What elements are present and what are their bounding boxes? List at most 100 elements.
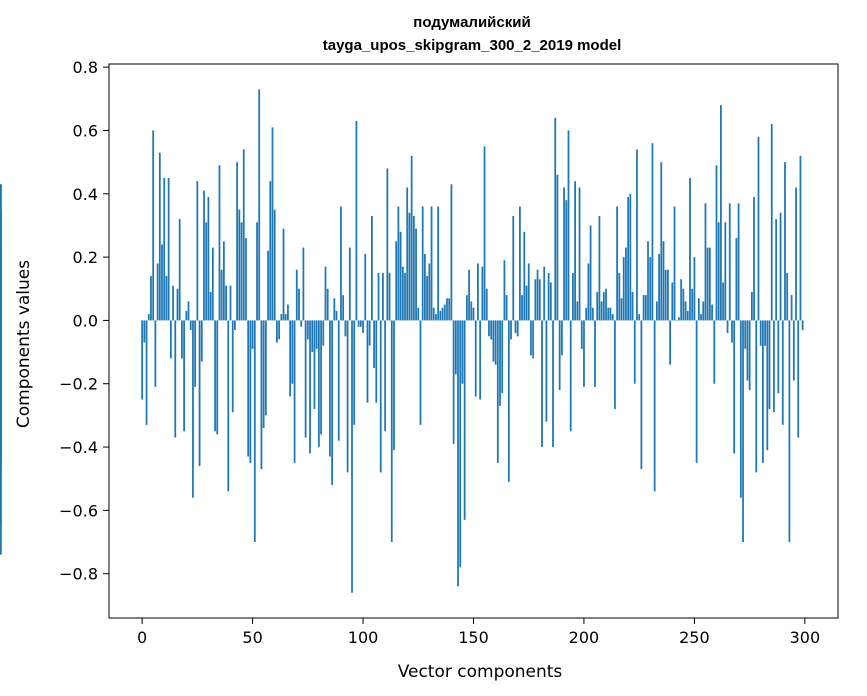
- bar-21: [187, 301, 190, 321]
- bar-41: [231, 320, 234, 413]
- bar-259: [713, 320, 716, 384]
- bar-207: [598, 215, 601, 321]
- bar-187: [554, 117, 557, 321]
- bar-296: [795, 187, 797, 321]
- bar-6: [154, 320, 157, 387]
- bar-197: [576, 301, 579, 321]
- bar-152: [477, 263, 479, 321]
- bar-225: [638, 314, 641, 321]
- bar-32: [211, 247, 214, 321]
- bar-78: [313, 320, 316, 410]
- bar-98: [357, 320, 360, 327]
- bar-29: [205, 222, 208, 321]
- y-tick-label: −0.2: [59, 375, 98, 394]
- bar-261: [717, 222, 720, 321]
- bar-40: [229, 285, 232, 321]
- bar-15: [174, 320, 177, 438]
- bar-91: [342, 295, 345, 321]
- bar-149: [470, 301, 473, 321]
- y-tick-label: 0.2: [73, 248, 98, 267]
- bar-45: [240, 222, 243, 321]
- bar-157: [488, 320, 490, 337]
- bar-37: [222, 241, 225, 321]
- bar-236: [662, 241, 665, 321]
- bar-143: [457, 320, 459, 587]
- y-tick-label: 0.8: [73, 58, 98, 77]
- bar-134: [437, 206, 440, 321]
- bar-146: [463, 320, 466, 520]
- bar-156: [485, 288, 488, 321]
- bar-168: [512, 215, 515, 321]
- bar-295: [792, 320, 795, 381]
- bar-102: [366, 320, 369, 403]
- bar-155: [483, 146, 486, 321]
- bar-219: [625, 247, 627, 321]
- bar-292: [786, 272, 789, 321]
- bar-179: [536, 269, 539, 321]
- bar-240: [671, 282, 674, 321]
- bar-233: [655, 301, 658, 321]
- bar-33: [214, 320, 216, 432]
- bar-126: [419, 320, 422, 425]
- bar-234: [658, 253, 660, 321]
- x-tick-label: 0: [137, 628, 147, 647]
- bar-260: [715, 165, 718, 321]
- bar-119: [404, 272, 406, 321]
- bar-109: [382, 272, 384, 321]
- y-axis-ticks: −0.8 −0.6 −0.4 −0.2 0.0 0.2 0.4 0.6 0.8: [59, 58, 109, 584]
- bar-192: [565, 200, 568, 321]
- bar-293: [788, 320, 791, 543]
- bar-24: [194, 320, 197, 387]
- chart-title-line1: подумалийский: [413, 14, 530, 31]
- bar-116: [397, 206, 400, 321]
- bar-72: [300, 320, 303, 327]
- bar-5: [152, 130, 155, 321]
- bar-196: [574, 181, 576, 321]
- bar-213: [611, 314, 614, 321]
- bar-209: [602, 291, 605, 321]
- bar-151: [474, 320, 477, 397]
- bar-undefined: [0, 320, 2, 527]
- bar-212: [609, 307, 612, 321]
- bar-215: [616, 206, 618, 321]
- bar-284: [768, 320, 771, 410]
- bar-undefined: [0, 184, 2, 321]
- bar-193: [567, 130, 570, 321]
- bar-237: [664, 269, 667, 321]
- bar-223: [633, 320, 636, 384]
- bar-57: [267, 250, 269, 321]
- bar-274: [746, 320, 749, 381]
- bar-161: [496, 320, 499, 463]
- bar-294: [790, 295, 793, 321]
- bar-169: [514, 320, 517, 334]
- bar-210: [605, 288, 607, 321]
- bar-199: [580, 320, 583, 349]
- bar-27: [200, 320, 203, 362]
- bar-88: [335, 310, 338, 321]
- bar-251: [695, 320, 698, 463]
- bar-281: [762, 320, 764, 463]
- bar-7: [156, 263, 159, 321]
- bar-82: [322, 320, 325, 346]
- bar-121: [408, 212, 411, 321]
- bar-181: [541, 320, 543, 448]
- bar-139: [448, 298, 451, 321]
- bar-63: [280, 314, 283, 321]
- x-tick-label: 150: [458, 628, 489, 647]
- bar-191: [563, 187, 565, 321]
- bar-160: [494, 320, 497, 365]
- bar-175: [527, 263, 530, 321]
- bar-298: [799, 155, 802, 321]
- bar-93: [346, 320, 349, 473]
- x-tick-label: 200: [569, 628, 600, 647]
- bar-275: [748, 320, 751, 391]
- x-axis-ticks: 0 50 100 150 200 250 300: [137, 618, 820, 647]
- bar-118: [401, 266, 404, 321]
- bar-224: [636, 149, 638, 321]
- bar-277: [753, 196, 755, 321]
- bar-232: [653, 320, 656, 492]
- bar-299: [801, 320, 804, 330]
- bar-172: [521, 295, 523, 321]
- bar-92: [344, 320, 347, 337]
